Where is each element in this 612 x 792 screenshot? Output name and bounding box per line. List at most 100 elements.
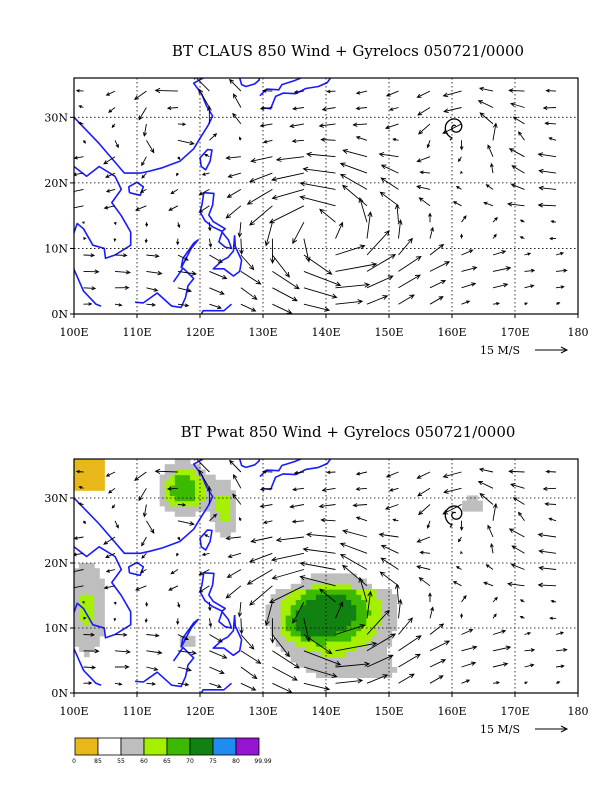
wind-arrow (240, 666, 258, 680)
pwat-cell (184, 505, 191, 512)
pwat-cell (467, 500, 473, 507)
pwat-cell (336, 589, 342, 595)
wind-arrow (335, 661, 371, 668)
wind-arrow (548, 137, 557, 141)
wind-arrow (209, 133, 218, 141)
wind-arrow (232, 473, 242, 489)
y-tick-label: 10N (44, 242, 68, 255)
pwat-cell (275, 594, 282, 600)
wind-arrow (74, 172, 84, 177)
pwat-cell (94, 615, 100, 621)
wind-arrow (339, 542, 368, 554)
wind-arrow (429, 279, 447, 289)
wind-arrow (302, 546, 336, 554)
pwat-cell (310, 646, 317, 652)
wind-arrow (259, 487, 273, 492)
pwat-cell (381, 609, 388, 616)
wind-arrow (397, 598, 403, 619)
pwat-cell (280, 589, 287, 595)
pwat-cell (300, 615, 307, 621)
pwat-cell (285, 594, 292, 600)
wind-arrow (508, 88, 525, 93)
pwat-cell (179, 474, 186, 481)
pwat-cell (79, 589, 85, 595)
pwat-cell (376, 635, 383, 642)
wind-arrow (114, 682, 123, 686)
wind-arrow (342, 184, 368, 207)
pwat-cell (356, 667, 362, 673)
pwat-cell (99, 630, 105, 637)
wind-arrow (177, 634, 189, 640)
colorbar-swatch (143, 737, 168, 756)
pwat-cell (230, 490, 236, 496)
pwat-cell (331, 599, 337, 606)
pwat-cell (189, 490, 196, 496)
pwat-cell (79, 599, 85, 606)
wind-arrow (555, 251, 565, 256)
pwat-cell (230, 521, 236, 528)
coastline (180, 618, 199, 648)
wind-arrow (259, 123, 273, 128)
pwat-cell (89, 573, 95, 580)
wind-arrow (201, 552, 210, 556)
wind-arrow (114, 253, 128, 258)
wind-arrow (270, 552, 304, 562)
pwat-cell (295, 635, 302, 642)
pwat-cell (169, 495, 176, 502)
pwat-cell (205, 490, 211, 496)
pwat-cell (99, 615, 105, 621)
wind-arrow (113, 601, 117, 606)
pwat-cell (361, 646, 367, 652)
wind-arrow (114, 285, 130, 290)
wind-arrow (240, 254, 255, 271)
wind-arrow (299, 561, 336, 570)
wind-arrow (293, 90, 304, 94)
x-tick-label: 160E (437, 705, 466, 718)
wind-arrow (133, 471, 147, 481)
pwat-cell (361, 583, 367, 590)
wind-arrow (537, 152, 557, 158)
wind-arrow (240, 650, 262, 664)
colorbar-label: 0 (72, 758, 76, 765)
pwat-cell (295, 599, 302, 606)
wind-arrow (146, 520, 155, 534)
pwat-cell (356, 604, 362, 611)
pwat-cell (331, 615, 337, 621)
wind-arrow (201, 172, 210, 176)
pwat-cell (371, 651, 377, 658)
pwat-cell (315, 672, 322, 678)
wind-arrow (460, 170, 463, 174)
pwat-cell (79, 459, 85, 465)
wind-arrow (135, 585, 147, 591)
pwat-cell (336, 578, 342, 585)
pwat-cell (346, 583, 352, 590)
pwat-cell (331, 578, 337, 585)
wind-arrow (508, 148, 525, 158)
wind-arrow (113, 618, 117, 622)
pwat-cell (215, 505, 221, 512)
coastline (259, 459, 302, 478)
pwat-cell (194, 495, 201, 502)
pwat-cell (74, 474, 80, 481)
pwat-cell (84, 630, 90, 637)
pwat-cell (189, 505, 196, 512)
pwat-cell (336, 646, 342, 652)
wind-arrow (457, 156, 462, 163)
pwat-cell (280, 615, 287, 621)
pwat-cell (215, 526, 221, 533)
wind-arrow (292, 601, 305, 624)
wind-arrow (142, 123, 147, 137)
pwat-cell (361, 630, 367, 637)
wind-arrow (225, 155, 241, 161)
wind-arrow (550, 599, 557, 603)
wind-arrow (103, 205, 116, 210)
x-tick-label: 110E (122, 705, 151, 718)
pwat-cell (290, 630, 297, 637)
pwat-cell (341, 667, 347, 673)
wind-arrow (111, 123, 116, 129)
pwat-cell (230, 516, 236, 522)
wind-arrow (428, 212, 432, 223)
wind-arrow (226, 189, 242, 198)
pwat-cell (225, 531, 231, 538)
wind-arrow (177, 303, 190, 308)
